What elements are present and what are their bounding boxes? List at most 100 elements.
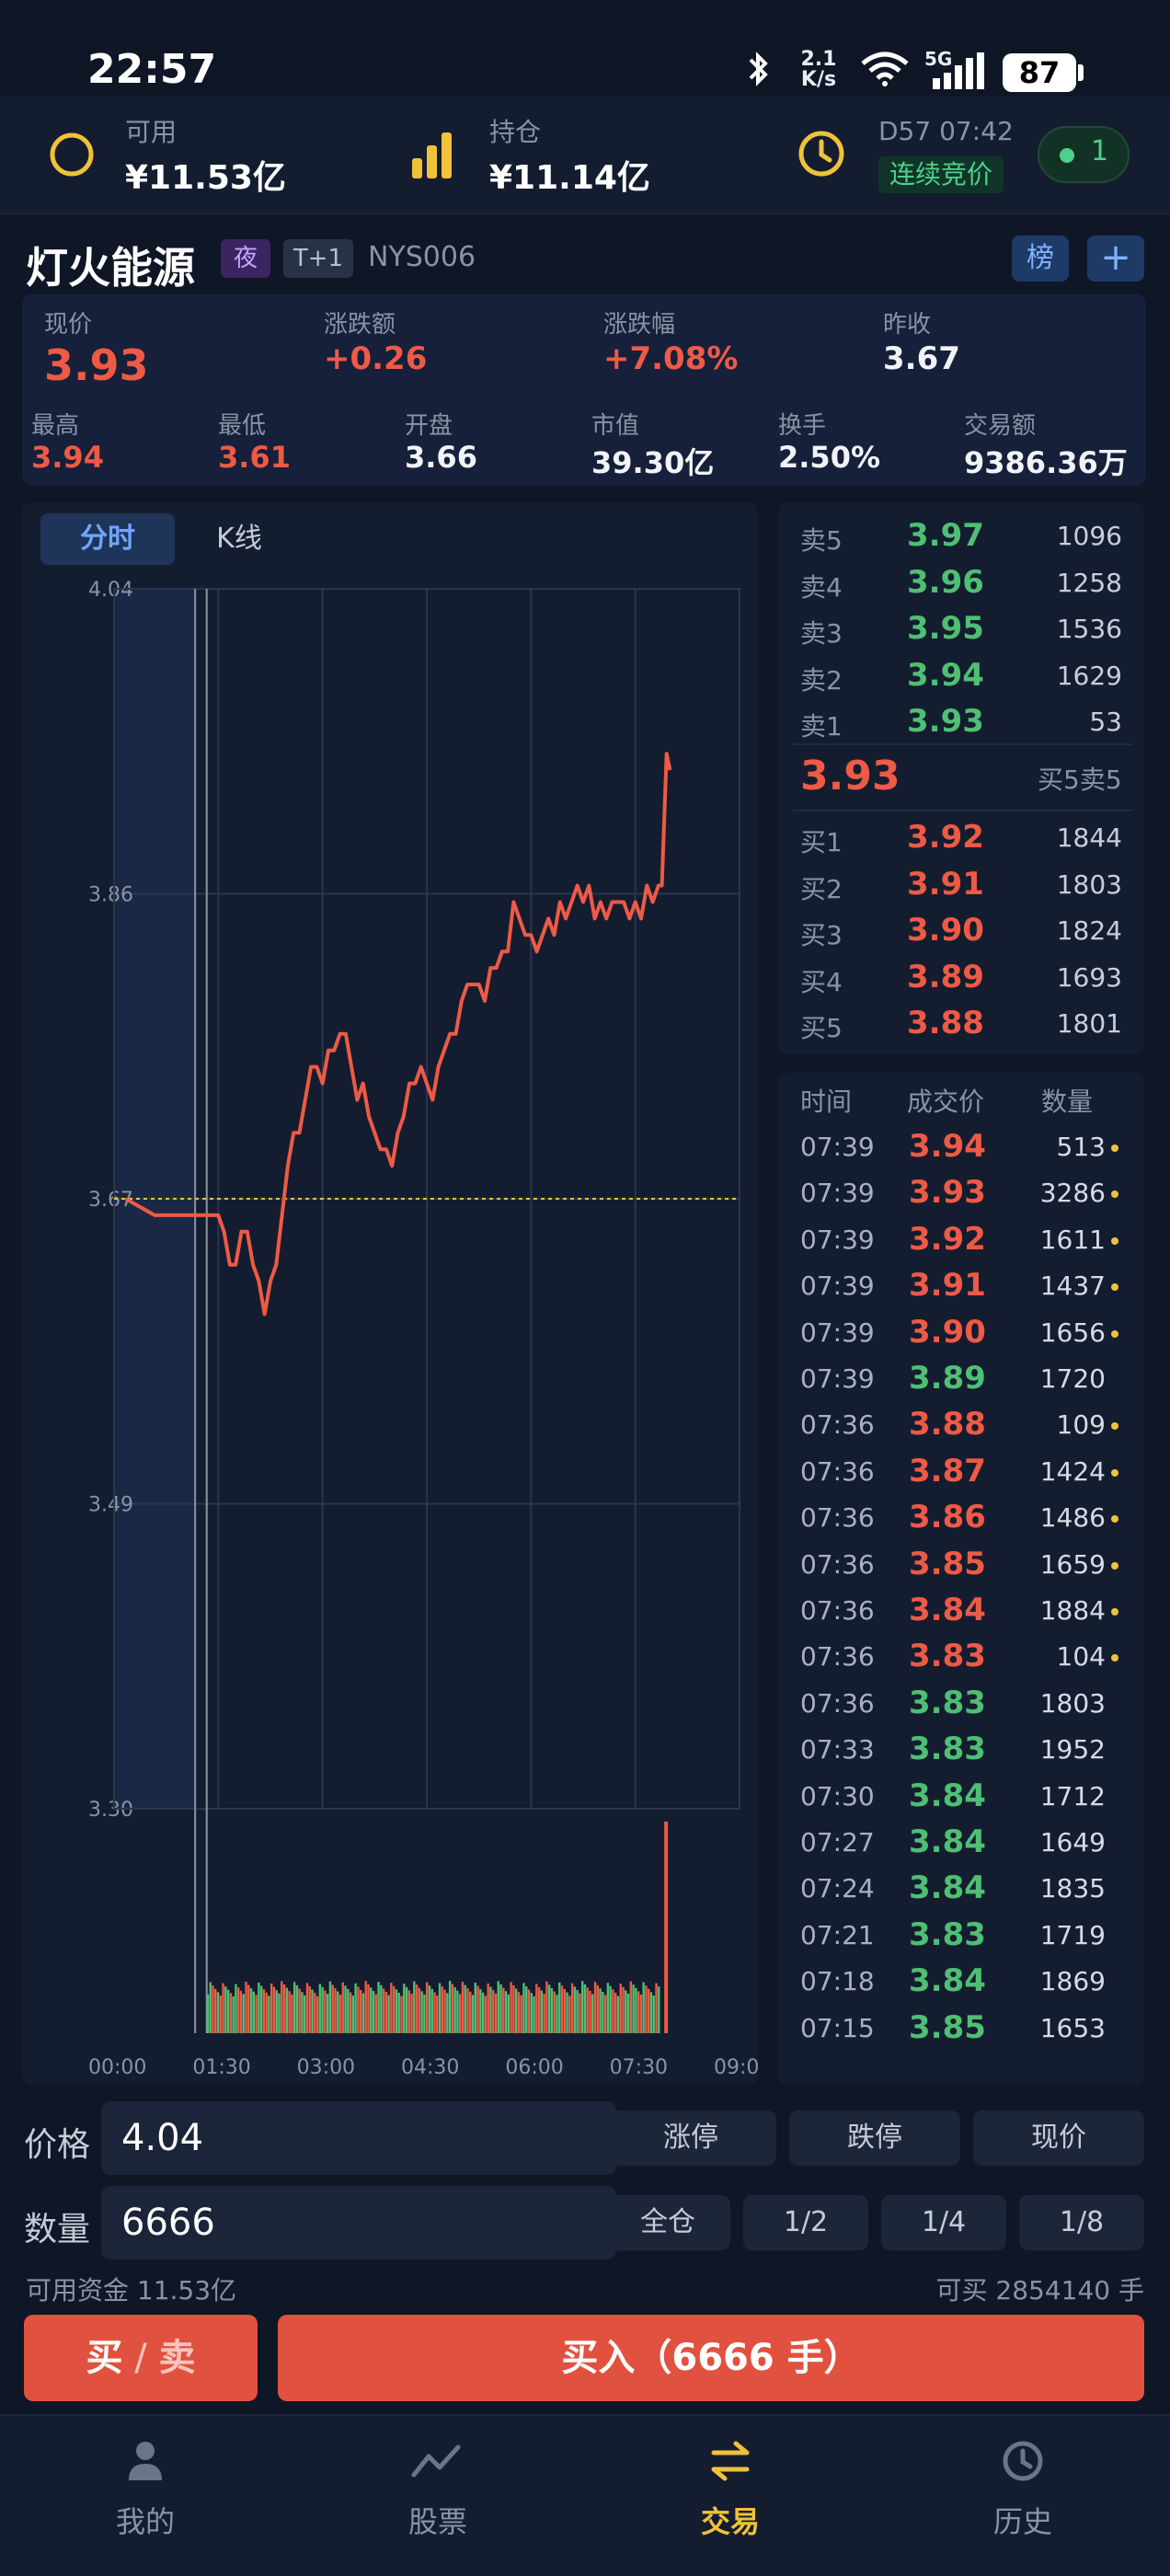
y-tick-label: 4.04 (88, 579, 133, 602)
volume-bar (547, 1984, 551, 2033)
volume-bar (232, 1996, 235, 2033)
trade-row: 07:27 3.84 1649 (800, 1820, 1131, 1866)
volume-bar (637, 1991, 640, 2033)
volume-bar (451, 1984, 454, 2033)
change-value: +0.26 (324, 340, 428, 377)
volume-bar (252, 1991, 256, 2033)
bluetooth-icon (745, 51, 773, 87)
volume-bar (301, 1992, 304, 2033)
half-position-button[interactable]: 1/2 (743, 2195, 868, 2250)
trade-marker-dot (1111, 1329, 1118, 1338)
low-value: 3.61 (218, 440, 291, 475)
volume-bar (425, 1982, 429, 2033)
bid-row[interactable]: 买3 3.90 1824 (800, 908, 1122, 954)
trade-volume: 1719 (1039, 1919, 1106, 1950)
y-tick-label: 3.86 (88, 884, 133, 907)
volume-bar (305, 1983, 309, 2033)
bid-row[interactable]: 买4 3.89 1693 (800, 955, 1122, 1001)
quarter-position-button[interactable]: 1/4 (881, 2195, 1006, 2250)
price-line (124, 752, 672, 1317)
volume-bar (377, 1982, 380, 2033)
trade-time: 07:30 (800, 1780, 875, 1811)
ask-row[interactable]: 卖2 3.94 1629 (800, 653, 1122, 699)
volume-bar (525, 1986, 528, 2033)
side-toggle-button[interactable]: 买 / 卖 (24, 2315, 258, 2401)
ask-level-label: 卖3 (800, 618, 843, 649)
limit-up-button[interactable]: 涨停 (605, 2110, 776, 2166)
submit-buy-button[interactable]: 买入（6666 手） (278, 2315, 1144, 2401)
trade-time: 07:36 (800, 1409, 875, 1441)
volume-bar (599, 1988, 602, 2033)
price-input[interactable]: 4.04 (101, 2101, 616, 2175)
volume-bar (397, 1993, 400, 2033)
ask-row[interactable]: 卖1 3.93 53 (800, 699, 1122, 745)
trade-volume: 109 (1056, 1409, 1106, 1441)
max-buy-qty: 可买 2854140 手 (935, 2275, 1144, 2306)
volume-bar (361, 1993, 365, 2033)
volume-bar (520, 1995, 522, 2033)
bid-volume: 1844 (1056, 822, 1122, 853)
online-indicator[interactable]: 1 (1038, 126, 1130, 183)
volume-bar (566, 1992, 568, 2033)
volume-bar (514, 1988, 518, 2033)
volume-bar (507, 1994, 510, 2033)
account-bar (0, 97, 1170, 214)
ask-level-label: 卖5 (800, 525, 843, 556)
trade-volume: 1884 (1039, 1595, 1106, 1626)
volume-bar (533, 1995, 535, 2033)
trade-time: 07:39 (800, 1363, 875, 1394)
tab-kline[interactable]: K线 (216, 523, 262, 555)
volume-bar (341, 1982, 344, 2033)
stock-code: NYS006 (368, 241, 476, 273)
volume-bar (354, 1983, 357, 2033)
trade-volume: 1656 (1039, 1317, 1106, 1348)
current-price-button[interactable]: 现价 (973, 2110, 1144, 2166)
ask-price: 3.96 (907, 563, 984, 601)
volume-bar (262, 1989, 266, 2033)
volume-bar (576, 1990, 579, 2033)
tab-intraday[interactable]: 分时 (40, 513, 175, 565)
volume-bar (407, 1990, 410, 2033)
volume-bar (466, 1988, 469, 2033)
book-depth-toggle[interactable]: 买5卖5 (1038, 765, 1122, 795)
ranking-button[interactable]: 榜 (1012, 236, 1069, 282)
trade-marker-dot (1111, 1608, 1118, 1616)
limit-down-button[interactable]: 跌停 (789, 2110, 960, 2166)
qty-input[interactable]: 6666 (101, 2186, 616, 2260)
nav-item-trade[interactable]: 交易 (638, 2438, 822, 2541)
eighth-position-button[interactable]: 1/8 (1019, 2195, 1144, 2250)
volume-bar (430, 1988, 433, 2033)
bid-row[interactable]: 买5 3.88 1801 (800, 1001, 1122, 1047)
ask-price: 3.95 (907, 610, 984, 647)
volume-bar (664, 1822, 669, 2033)
ask-row[interactable]: 卖3 3.95 1536 (800, 606, 1122, 652)
volume-bar (464, 1984, 466, 2033)
ask-row[interactable]: 卖5 3.97 1096 (800, 513, 1122, 559)
volume-bar (334, 1988, 337, 2033)
full-position-button[interactable]: 全仓 (605, 2195, 730, 2250)
nav-item-stocks[interactable]: 股票 (346, 2438, 530, 2541)
add-watchlist-button[interactable]: + (1087, 236, 1144, 282)
trade-price: 3.84 (909, 1823, 986, 1860)
ask-price: 3.94 (907, 656, 984, 694)
volume-bar (510, 1982, 512, 2033)
trades-header-volume: 数量 (1041, 1087, 1094, 1117)
bid-row[interactable]: 买1 3.92 1844 (800, 815, 1122, 861)
volume-bar (568, 1995, 571, 2033)
volume-bar (272, 1986, 276, 2033)
ask-row[interactable]: 卖4 3.96 1258 (800, 560, 1122, 606)
volume-bar (249, 1988, 253, 2033)
trade-row: 07:36 3.86 1486 (800, 1495, 1131, 1541)
trade-price: 3.94 (909, 1128, 986, 1165)
volume-bar (436, 1995, 439, 2033)
trade-marker-dot (1111, 1654, 1118, 1662)
bid-level-label: 买1 (800, 827, 843, 857)
order-book-panel (778, 502, 1144, 1054)
nav-item-mine[interactable]: 我的 (53, 2438, 237, 2541)
volume-bar (504, 1991, 508, 2033)
volume-bar (212, 1985, 214, 2033)
nav-item-history[interactable]: 历史 (931, 2438, 1115, 2541)
bid-row[interactable]: 买2 3.91 1803 (800, 862, 1122, 908)
volume-bar (441, 1986, 444, 2033)
